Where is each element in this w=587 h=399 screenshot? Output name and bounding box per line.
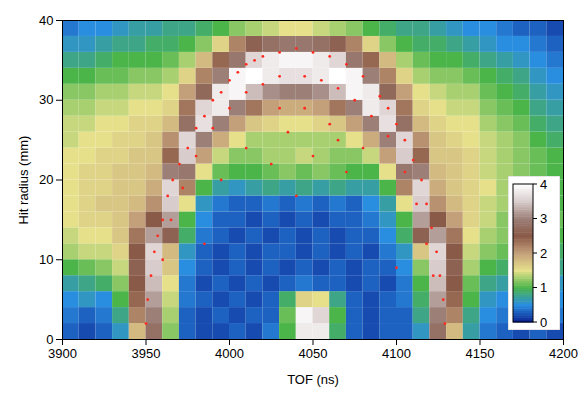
svg-text:3950: 3950 [132,346,161,361]
svg-text:0: 0 [46,332,53,347]
svg-text:3900: 3900 [48,346,77,361]
svg-text:30: 30 [39,92,53,107]
svg-text:10: 10 [39,252,53,267]
svg-text:4100: 4100 [382,346,411,361]
svg-text:0: 0 [540,315,547,330]
svg-text:2: 2 [540,246,547,261]
svg-text:TOF (ns): TOF (ns) [287,372,339,387]
svg-text:4: 4 [540,177,547,192]
svg-text:1: 1 [540,280,547,295]
svg-text:Hit radius (mm): Hit radius (mm) [16,136,31,225]
svg-text:40: 40 [39,13,53,28]
svg-text:4150: 4150 [466,346,495,361]
svg-text:4050: 4050 [299,346,328,361]
svg-text:4200: 4200 [549,346,578,361]
svg-text:20: 20 [39,172,53,187]
svg-text:3: 3 [540,211,547,226]
svg-text:4000: 4000 [215,346,244,361]
